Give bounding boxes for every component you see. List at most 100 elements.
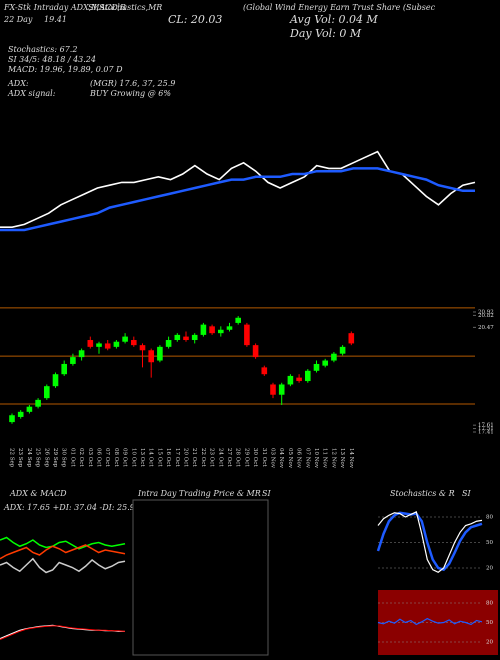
panel-subtitle: ADX: 17.65 +DI: 37.04 -DI: 25.93 <box>3 503 140 512</box>
candle-body <box>191 334 198 341</box>
candle-body <box>261 367 268 375</box>
close: CL: 20.03 <box>168 13 222 26</box>
header-title: FX-Stk Intraday ADX,MACD,B <box>3 3 126 12</box>
candle-body <box>322 360 328 366</box>
x-tick-label: 27 Oct <box>226 448 232 467</box>
candle-body <box>61 363 67 375</box>
candle-body <box>17 411 24 417</box>
series-line <box>0 544 126 560</box>
x-tick-label: 24 Oct <box>217 448 223 467</box>
x-tick-label: 28 Oct <box>235 448 241 467</box>
x-tick-label: 30 Sep <box>61 448 67 468</box>
series-line <box>0 536 126 550</box>
y-tick-label: 50 <box>486 620 493 626</box>
adx-signal-value: BUY Growing @ 6% <box>89 89 171 98</box>
x-tick-label: 21 Oct <box>191 448 197 467</box>
series-line <box>0 557 126 574</box>
candle-body <box>296 377 302 382</box>
candle-body <box>200 324 207 335</box>
x-tick-label: 01 Oct <box>69 448 75 467</box>
panel-subtitle: SI <box>262 489 271 498</box>
x-tick-label: 10 Oct <box>130 448 136 467</box>
candle-body <box>313 363 320 371</box>
candle-body <box>131 340 137 346</box>
adx-value: (MGR) 17.6, 37, 25.9 <box>90 79 175 88</box>
candle-body <box>35 399 41 407</box>
header-title: (Global Wind Energy Earn Trust Share (Su… <box>243 3 436 12</box>
candle-body <box>139 345 146 351</box>
macd: MACD: 19.96, 19.89, 0.07 D <box>7 65 123 74</box>
x-tick-label: 16 Oct <box>165 448 171 467</box>
y-tick-label: 80 <box>486 515 493 521</box>
candle-body <box>113 341 120 347</box>
adx-signal-label: ADX signal: <box>7 89 56 98</box>
candle-body <box>209 326 215 334</box>
candle-body <box>235 317 241 323</box>
x-tick-label: 12 Nov <box>330 448 336 469</box>
x-tick-label: 03 Oct <box>87 448 93 467</box>
x-tick-label: 09 Oct <box>122 448 128 467</box>
header-title: SI,Stochastics,MR <box>88 3 162 12</box>
x-tick-label: 11 Nov <box>322 448 328 469</box>
candle-body <box>44 386 50 399</box>
x-tick-label: 07 Nov <box>304 448 310 469</box>
x-tick-label: 06 Oct <box>96 448 102 467</box>
candle-body <box>87 340 94 347</box>
candle-body <box>183 336 189 341</box>
series-line <box>377 617 483 626</box>
candle-body <box>331 353 337 361</box>
candle-body <box>226 326 233 330</box>
y-tick-label: 20.47 <box>478 325 494 331</box>
candle-body <box>270 384 276 395</box>
x-tick-label: 15 Oct <box>156 448 162 467</box>
x-tick-label: 22 Sep <box>9 448 15 468</box>
panel-title: Intra Day Trading Price & MR <box>137 489 261 498</box>
candle-body <box>287 375 294 385</box>
x-tick-label: 29 Sep <box>52 448 58 468</box>
y-tick-label: 17.61 <box>478 423 494 429</box>
y-tick-label: 20.82 <box>478 313 494 319</box>
x-tick-label: 13 Nov <box>339 448 345 469</box>
candle-body <box>122 336 128 342</box>
x-tick-label: 05 Nov <box>287 448 293 469</box>
x-tick-label: 20 Oct <box>183 448 189 467</box>
panel-title: Stochastics & R <box>390 489 455 498</box>
day-vol: Day Vol: 0 M <box>289 27 362 40</box>
si: SI 34/5: 48.18 / 43.24 <box>8 55 96 64</box>
x-tick-label: 25 Sep <box>35 448 41 468</box>
candle-body <box>244 324 250 346</box>
candle-body <box>218 329 224 334</box>
candle-body <box>70 357 76 364</box>
adx-label: ADX: <box>7 79 29 88</box>
y-tick-label: 20 <box>486 640 493 646</box>
x-tick-label: 22 Oct <box>200 448 206 467</box>
candle-body <box>305 370 311 382</box>
x-tick-label: 04 Nov <box>278 448 284 469</box>
candle-body <box>96 343 102 347</box>
candle-body <box>252 345 259 358</box>
x-tick-label: 26 Sep <box>43 448 49 468</box>
candle-body <box>165 340 172 347</box>
series-line <box>376 511 483 572</box>
x-tick-label: 23 Sep <box>17 448 23 468</box>
candle-body <box>157 346 163 361</box>
candle-body <box>52 374 59 387</box>
candle-body <box>9 415 15 423</box>
x-tick-label: 30 Oct <box>252 448 258 467</box>
candle-body <box>148 350 154 363</box>
y-tick-label: 50 <box>486 540 493 546</box>
candle-body <box>339 346 346 354</box>
x-tick-label: 31 Oct <box>261 448 267 467</box>
stochastics: Stochastics: 67.2 <box>8 45 77 54</box>
candle-body <box>278 384 285 395</box>
avg-vol: Avg Vol: 0.04 M <box>289 13 379 26</box>
x-tick-label: 02 Oct <box>78 448 84 467</box>
series-line <box>377 511 483 573</box>
x-tick-label: 08 Oct <box>113 448 119 467</box>
y-tick-label: 17.51 <box>478 426 494 432</box>
x-tick-label: 13 Oct <box>139 448 145 467</box>
period-value: 19.41 <box>44 15 67 24</box>
x-tick-label: 06 Nov <box>296 448 302 469</box>
x-tick-label: 10 Nov <box>313 448 319 469</box>
y-tick-label: 17.41 <box>478 430 494 436</box>
